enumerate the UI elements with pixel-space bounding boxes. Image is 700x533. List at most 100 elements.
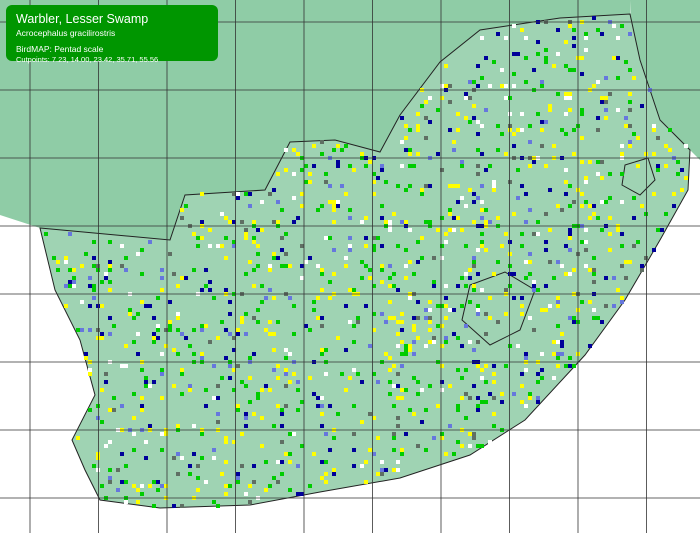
pentad-cell <box>568 228 572 232</box>
pentad-cell <box>248 204 252 208</box>
pentad-cell <box>596 28 600 32</box>
pentad-cell <box>336 204 340 208</box>
pentad-cell <box>196 236 200 240</box>
pentad-cell <box>360 464 364 468</box>
pentad-cell <box>192 424 196 428</box>
pentad-cell <box>452 332 456 336</box>
pentad-cell <box>276 404 280 408</box>
pentad-cell <box>380 216 384 220</box>
pentad-cell <box>376 436 380 440</box>
pentad-cell <box>376 176 380 180</box>
pentad-cell <box>568 356 572 360</box>
pentad-cell <box>628 108 632 112</box>
pentad-cell <box>640 268 644 272</box>
pentad-cell <box>572 152 576 156</box>
pentad-cell <box>296 380 300 384</box>
pentad-cell <box>428 220 432 224</box>
pentad-cell <box>588 204 592 208</box>
pentad-cell <box>564 64 568 68</box>
pentad-cell <box>76 328 80 332</box>
pentad-cell <box>528 164 532 168</box>
pentad-cell <box>456 336 460 340</box>
pentad-cell <box>540 80 544 84</box>
pentad-cell <box>544 56 548 60</box>
pentad-cell <box>568 232 572 236</box>
pentad-cell <box>588 300 592 304</box>
pentad-cell <box>500 392 504 396</box>
pentad-cell <box>408 228 412 232</box>
pentad-cell <box>216 384 220 388</box>
pentad-cell <box>336 160 340 164</box>
pentad-cell <box>516 168 520 172</box>
pentad-cell <box>472 288 476 292</box>
pentad-cell <box>484 248 488 252</box>
pentad-cell <box>612 304 616 308</box>
pentad-cell <box>368 276 372 280</box>
pentad-cell <box>488 164 492 168</box>
pentad-cell <box>384 180 388 184</box>
pentad-cell <box>84 252 88 256</box>
pentad-cell <box>96 416 100 420</box>
pentad-cell <box>108 476 112 480</box>
pentad-cell <box>308 328 312 332</box>
pentad-cell <box>400 140 404 144</box>
pentad-cell <box>504 84 508 88</box>
pentad-cell <box>324 180 328 184</box>
pentad-cell <box>284 264 288 268</box>
cutpoints: Cutpoints: 7.23, 14.00, 23.42, 35.71, 55… <box>16 55 159 64</box>
pentad-cell <box>544 240 548 244</box>
pentad-cell <box>368 344 372 348</box>
pentad-cell <box>204 480 208 484</box>
pentad-cell <box>568 108 572 112</box>
pentad-cell <box>456 184 460 188</box>
pentad-cell <box>532 328 536 332</box>
pentad-cell <box>608 196 612 200</box>
pentad-cell <box>644 256 648 260</box>
pentad-cell <box>128 312 132 316</box>
pentad-cell <box>88 368 92 372</box>
pentad-cell <box>220 244 224 248</box>
pentad-cell <box>568 248 572 252</box>
pentad-cell <box>524 220 528 224</box>
pentad-cell <box>416 240 420 244</box>
pentad-cell <box>116 488 120 492</box>
pentad-cell <box>76 436 80 440</box>
pentad-cell <box>464 204 468 208</box>
pentad-cell <box>224 256 228 260</box>
pentad-cell <box>440 364 444 368</box>
pentad-cell <box>524 356 528 360</box>
pentad-cell <box>332 436 336 440</box>
pentad-cell <box>460 276 464 280</box>
pentad-cell <box>604 96 608 100</box>
pentad-cell <box>236 196 240 200</box>
pentad-cell <box>348 236 352 240</box>
pentad-cell <box>636 240 640 244</box>
pentad-cell <box>160 432 164 436</box>
pentad-cell <box>628 68 632 72</box>
pentad-records <box>44 16 688 508</box>
pentad-cell <box>292 304 296 308</box>
pentad-cell <box>660 228 664 232</box>
pentad-cell <box>564 92 568 96</box>
pentad-cell <box>244 312 248 316</box>
pentad-cell <box>448 84 452 88</box>
pentad-cell <box>68 280 72 284</box>
pentad-cell <box>208 288 212 292</box>
pentad-cell <box>304 180 308 184</box>
pentad-cell <box>608 232 612 236</box>
pentad-cell <box>144 440 148 444</box>
pentad-cell <box>288 432 292 436</box>
pentad-cell <box>300 264 304 268</box>
pentad-cell <box>108 280 112 284</box>
pentad-cell <box>416 336 420 340</box>
pentad-cell <box>68 268 72 272</box>
pentad-cell <box>352 324 356 328</box>
pentad-cell <box>344 348 348 352</box>
pentad-cell <box>120 264 124 268</box>
pentad-cell <box>440 168 444 172</box>
pentad-cell <box>460 344 464 348</box>
pentad-cell <box>224 328 228 332</box>
pentad-cell <box>272 188 276 192</box>
pentad-cell <box>176 328 180 332</box>
pentad-cell <box>324 472 328 476</box>
